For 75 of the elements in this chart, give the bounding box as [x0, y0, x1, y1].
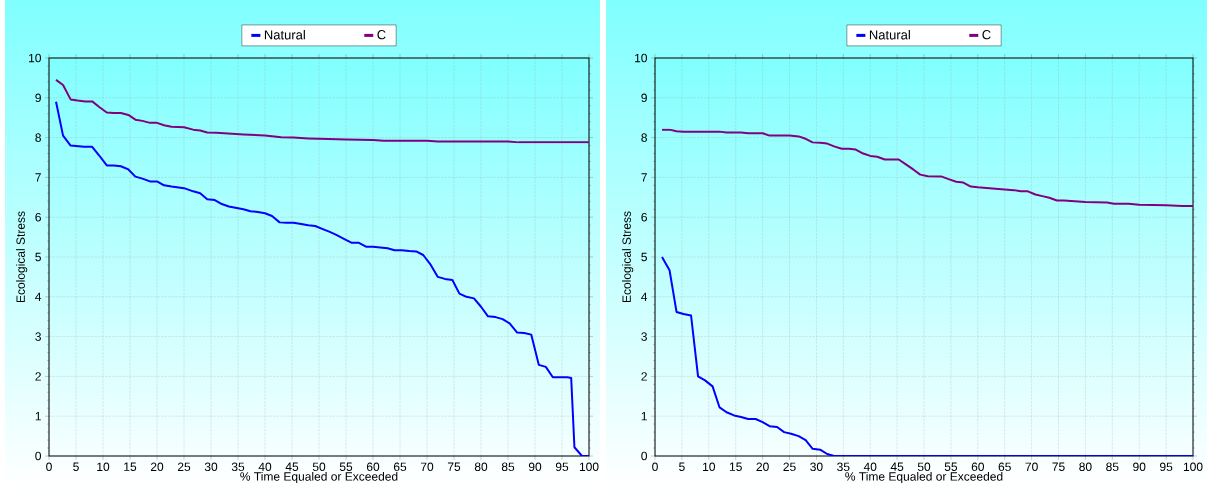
- x-tick-label: 60: [366, 462, 380, 472]
- y-tick-label: 3: [35, 332, 41, 341]
- x-tick-label: 80: [1079, 462, 1092, 472]
- x-tick-label: 95: [1160, 462, 1173, 472]
- y-tick-label: 0: [641, 451, 648, 461]
- y-tick-label: 2: [35, 372, 41, 381]
- y-tick-label: 5: [35, 252, 41, 262]
- x-tick-label: 70: [420, 462, 434, 472]
- line-series: [55, 78, 590, 144]
- y-tick-label: 9: [641, 93, 647, 103]
- y-tick-label: 1: [35, 412, 41, 421]
- x-tick-label: 85: [501, 462, 515, 472]
- y-tick-label: 9: [35, 93, 41, 103]
- y-tick-label: 3: [641, 332, 647, 341]
- x-tick-label: 65: [998, 462, 1011, 472]
- x-tick-label: 100: [1183, 462, 1203, 472]
- x-tick-label: 50: [312, 462, 326, 472]
- x-tick-label: 15: [124, 462, 137, 471]
- y-axis-title: Ecological Stress: [16, 211, 28, 303]
- x-tick-label: 25: [177, 462, 191, 472]
- x-tick-label: 90: [528, 462, 542, 472]
- y-tick-label: 6: [35, 212, 41, 222]
- x-tick-label: 55: [944, 462, 958, 471]
- x-tick-label: 35: [837, 462, 850, 472]
- x-tick-label: 30: [810, 462, 823, 472]
- y-tick-label: 8: [641, 133, 647, 142]
- x-tick-label: 40: [258, 462, 272, 472]
- x-tick-label: 30: [204, 462, 218, 472]
- x-tick-label: 55: [339, 462, 353, 471]
- x-tick-label: 10: [703, 462, 716, 472]
- x-tick-label: 75: [1052, 462, 1065, 471]
- y-tick-label: 7: [641, 173, 647, 182]
- x-tick-label: 60: [971, 462, 985, 472]
- legend-label: C: [982, 30, 991, 40]
- x-tick-label: 0: [652, 462, 658, 472]
- legend-label: C: [377, 30, 386, 40]
- x-tick-label: 35: [231, 462, 245, 472]
- x-tick-label: 5: [73, 462, 79, 471]
- x-tick-label: 0: [46, 462, 52, 472]
- y-tick-label: 4: [641, 292, 648, 301]
- x-tick-label: 95: [555, 462, 569, 472]
- y-tick-label: 6: [641, 212, 647, 222]
- x-tick-label: 20: [150, 462, 164, 472]
- y-tick-label: 8: [35, 133, 41, 142]
- y-tick-label: 1: [641, 412, 647, 421]
- legend-label: Natural: [869, 29, 910, 40]
- x-tick-label: 90: [1133, 462, 1146, 472]
- x-tick-label: 5: [679, 462, 685, 471]
- x-tick-label: 15: [729, 462, 742, 471]
- y-tick-label: 7: [35, 173, 41, 182]
- y-tick-label: 2: [641, 372, 647, 381]
- y-tick-label: 0: [35, 451, 42, 461]
- line-series: [55, 100, 590, 456]
- x-tick-label: 80: [474, 462, 488, 472]
- y-tick-label: 10: [29, 53, 42, 63]
- x-tick-label: 75: [447, 462, 461, 471]
- y-axis-title: Ecological Stress: [622, 211, 634, 303]
- x-tick-label: 45: [285, 462, 299, 471]
- y-tick-label: 10: [635, 53, 648, 63]
- x-tick-label: 85: [1106, 462, 1119, 472]
- x-tick-label: 45: [890, 462, 904, 471]
- y-tick-label: 4: [35, 292, 42, 301]
- x-axis-title: % Time Equaled or Exceeded: [240, 471, 398, 484]
- x-tick-label: 65: [393, 462, 407, 472]
- x-tick-label: 40: [863, 462, 877, 472]
- x-axis-title: % Time Equaled or Exceeded: [845, 471, 1003, 484]
- x-tick-label: 10: [97, 462, 110, 472]
- line-series: [661, 256, 1194, 456]
- legend-label: Natural: [264, 29, 305, 40]
- x-tick-label: 100: [579, 462, 599, 472]
- y-tick-label: 5: [641, 252, 647, 262]
- x-tick-label: 50: [917, 462, 931, 472]
- x-tick-label: 25: [783, 462, 796, 472]
- x-tick-label: 70: [1025, 462, 1038, 472]
- x-tick-label: 20: [756, 462, 769, 472]
